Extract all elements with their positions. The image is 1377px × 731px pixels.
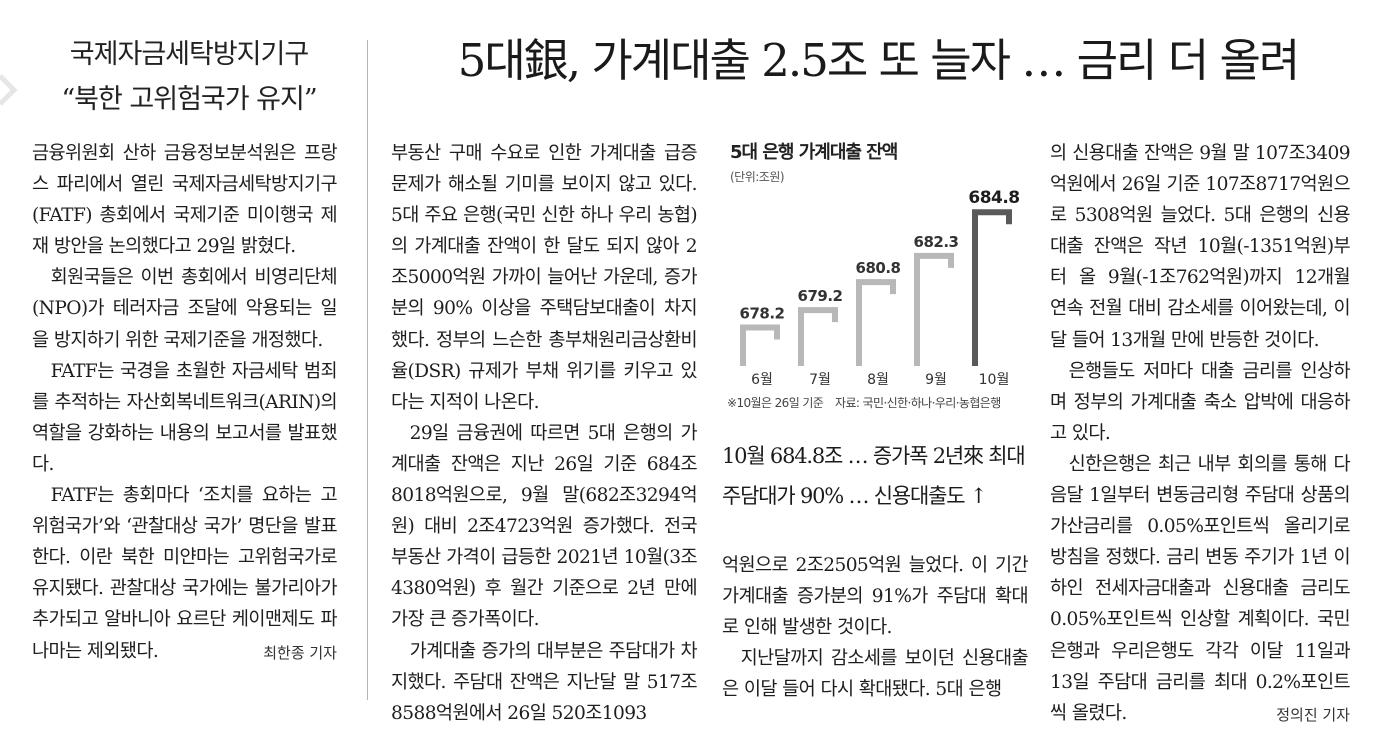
chart-data-label: 682.3 (914, 233, 959, 251)
chart-data-label: 679.2 (798, 287, 843, 305)
side-article-headline: 국제자금세탁방지기구 “북한 고위험국가 유지” (24, 32, 354, 122)
chart-bar (856, 279, 896, 366)
side-paragraph: 회원국들은 이번 총회에서 비영리단체(NPO)가 테러자금 조달에 악용되는 … (32, 267, 338, 351)
chart-category-label: 6월 (751, 372, 773, 388)
page-edge-mark (0, 74, 18, 106)
chart-data-label: 684.8 (968, 188, 1019, 208)
side-paragraph-text: FATF는 총회마다 ‘조치를 요하는 고위험국가’와 ‘관찰대상 국가’ 명단… (32, 485, 338, 662)
chart-title: 5대 은행 가계대출 잔액 (730, 142, 898, 163)
main-article-column-1: 부동산 구매 수요로 인한 가계대출 급증 문제가 해소될 기미를 보이지 않고… (391, 138, 698, 729)
chart-bar (798, 307, 838, 366)
chart-unit-label: (단위:조원) (730, 170, 785, 184)
main-paragraph: 가계대출 증가의 대부분은 주담대가 차지했다. 주담대 잔액은 지난달 말 5… (391, 640, 698, 724)
chart-category-label: 8월 (867, 372, 889, 388)
chart-bar (740, 324, 780, 366)
chart-category-label: 9월 (925, 372, 947, 388)
chart-category-label: 7월 (809, 372, 831, 388)
chart-data-label: 678.2 (740, 305, 785, 323)
subhead-line1: 10월 684.8조 … 증가폭 2년來 최대 (722, 444, 1026, 468)
side-byline: 최한종 기자 (263, 643, 337, 662)
main-paragraph: 의 신용대출 잔액은 9월 말 107조3409억원에서 26일 기준 107조… (1050, 143, 1351, 351)
chart-source: 자료: 국민·신한·하나·우리·농협은행 (835, 396, 1001, 410)
chart-bar (972, 209, 1012, 366)
main-paragraph-text: 신한은행은 최근 내부 회의를 통해 다음달 1일부터 변동금리형 주담대 상품… (1050, 453, 1351, 724)
side-paragraph: FATF는 국경을 초월한 자금세탁 범죄를 추적하는 자산회복네트워크(ARI… (32, 360, 338, 475)
chart-note: ※10월은 26일 기준 (727, 396, 824, 410)
main-article-column-2: 억원으로 2조2505억원 늘었다. 이 기간 가계대출 증가분의 91%가 주… (722, 550, 1029, 705)
main-paragraph: 부동산 구매 수요로 인한 가계대출 급증 문제가 해소될 기미를 보이지 않고… (391, 143, 698, 413)
chart-bar (914, 252, 954, 366)
main-headline: 5대銀, 가계대출 2.5조 또 늘자 … 금리 더 올려 (457, 34, 1301, 87)
chart-category-label: 10월 (979, 372, 1010, 388)
main-subhead: 10월 684.8조 … 증가폭 2년來 최대 주담대가 90% … 신용대출도… (722, 436, 1032, 516)
side-article-body: 금융위원회 산하 금융정보분석원은 프랑스 파리에서 열린 국제자금세탁방지기구… (32, 138, 338, 669)
main-paragraph: 지난달까지 감소세를 보이던 신용대출은 이달 들어 다시 확대됐다. 5대 은… (722, 648, 1029, 701)
side-paragraph: FATF는 총회마다 ‘조치를 요하는 고위험국가’와 ‘관찰대상 국가’ 명단… (32, 480, 338, 667)
column-divider (367, 40, 368, 700)
main-paragraph: 억원으로 2조2505억원 늘었다. 이 기간 가계대출 증가분의 91%가 주… (722, 555, 1029, 639)
side-headline-line1: 국제자금세탁방지기구 (69, 39, 309, 70)
main-article-column-3: 의 신용대출 잔액은 9월 말 107조3409억원에서 26일 기준 107조… (1050, 138, 1351, 731)
main-byline: 정의진 기자 (1276, 705, 1350, 724)
subhead-line2: 주담대가 90% … 신용대출도 ↑ (722, 484, 987, 508)
side-headline-line2: “북한 고위험국가 유지” (61, 84, 317, 115)
main-paragraph: 은행들도 저마다 대출 금리를 인상하며 정부의 가계대출 축소 압박에 대응하… (1050, 360, 1351, 444)
main-paragraph: 29일 금융권에 따르면 5대 은행의 가계대출 잔액은 지난 26일 기준 6… (391, 422, 698, 631)
bar-chart: 678.2 6월 679.2 7월 680.8 8월 682.3 9월 684.8 10월 (740, 188, 1021, 388)
chart-data-label: 680.8 (856, 259, 901, 277)
side-paragraph: 금융위원회 산하 금융정보분석원은 프랑스 파리에서 열린 국제자금세탁방지기구… (32, 143, 338, 258)
main-paragraph: 신한은행은 최근 내부 회의를 통해 다음달 1일부터 변동금리형 주담대 상품… (1050, 449, 1351, 729)
